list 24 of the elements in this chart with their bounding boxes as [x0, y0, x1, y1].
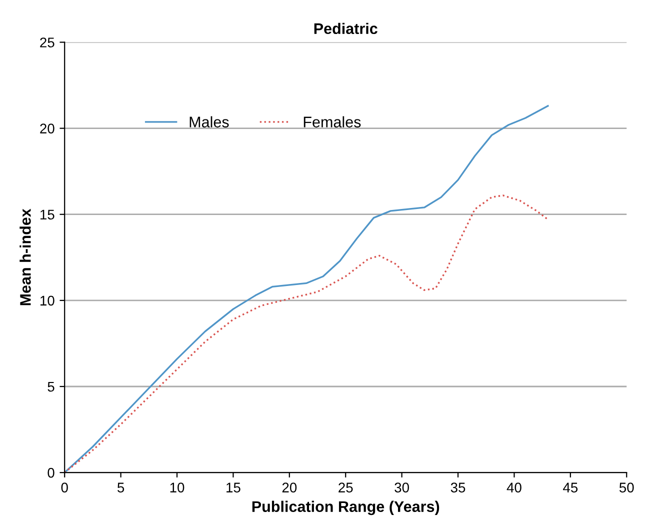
y-tick-label: 15	[40, 210, 54, 220]
legend-label: Males	[190, 116, 229, 128]
y-tick-label: 20	[40, 124, 54, 134]
y-tick-label: 0	[48, 468, 54, 478]
x-tick-label: 10	[170, 482, 184, 492]
legend-label: Females	[304, 116, 361, 128]
y-tick-label: 5	[48, 382, 54, 392]
x-tick-label: 50	[619, 482, 634, 492]
x-tick-label: 20	[282, 482, 297, 492]
y-tick-label: 10	[40, 296, 54, 306]
x-tick-label: 35	[450, 482, 466, 492]
x-tick-label: 25	[338, 482, 353, 492]
y-axis-title: Mean h-index	[20, 208, 31, 306]
x-tick-label: 0	[61, 482, 68, 492]
x-tick-label: 30	[394, 482, 409, 492]
x-tick-label: 40	[506, 482, 522, 492]
x-tick-label: 45	[563, 482, 578, 492]
x-tick-label: 15	[226, 482, 240, 492]
chart-title: Pediatric	[314, 22, 378, 34]
line-series	[64, 194, 549, 473]
x-tick-label: 5	[117, 482, 124, 492]
line-series	[64, 105, 549, 473]
y-tick-label: 25	[40, 38, 54, 48]
x-axis-title: Publication Range (Years)	[252, 500, 440, 516]
